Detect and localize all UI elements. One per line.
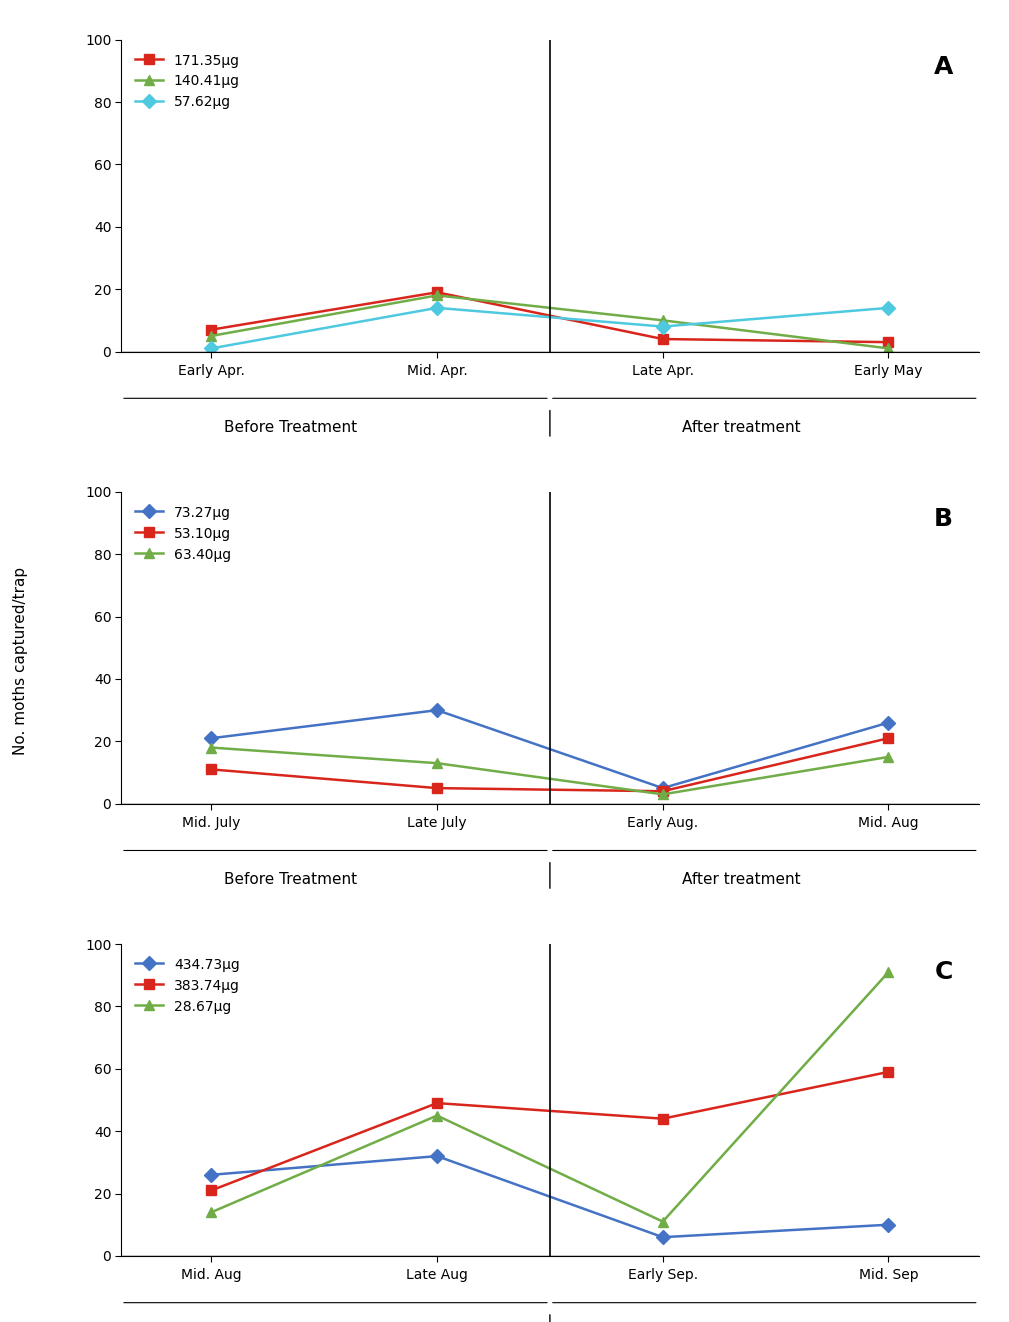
171.35μg [431,284,443,300]
73.27μg [431,702,443,718]
Line: 28.67μg: 28.67μg [207,968,893,1227]
57.62μg [883,300,895,316]
434.73μg [657,1229,669,1245]
53.10μg [431,780,443,796]
Line: 63.40μg: 63.40μg [207,743,893,800]
Legend: 171.35μg, 140.41μg, 57.62μg: 171.35μg, 140.41μg, 57.62μg [128,46,247,116]
63.40μg [431,755,443,771]
383.74μg [883,1064,895,1080]
Line: 171.35μg: 171.35μg [207,287,893,346]
63.40μg [657,787,669,802]
Line: 57.62μg: 57.62μg [207,303,893,353]
Line: 434.73μg: 434.73μg [207,1151,893,1243]
28.67μg [883,964,895,980]
57.62μg [431,300,443,316]
28.67μg [205,1204,217,1220]
Legend: 73.27μg, 53.10μg, 63.40μg: 73.27μg, 53.10μg, 63.40μg [128,498,238,568]
73.27μg [883,715,895,731]
140.41μg [205,328,217,344]
171.35μg [883,334,895,350]
Line: 383.74μg: 383.74μg [207,1067,893,1195]
28.67μg [657,1214,669,1229]
57.62μg [205,341,217,357]
Text: Before Treatment: Before Treatment [224,873,357,887]
Text: After treatment: After treatment [682,873,801,887]
Line: 53.10μg: 53.10μg [207,734,893,796]
53.10μg [205,761,217,777]
Text: After treatment: After treatment [682,420,801,435]
63.40μg [205,739,217,755]
53.10μg [883,730,895,746]
Text: B: B [934,508,952,531]
140.41μg [431,287,443,303]
140.41μg [657,312,669,328]
171.35μg [205,321,217,337]
383.74μg [657,1110,669,1126]
57.62μg [657,319,669,334]
Line: 140.41μg: 140.41μg [207,291,893,353]
383.74μg [205,1182,217,1198]
73.27μg [205,730,217,746]
140.41μg [883,341,895,357]
434.73μg [431,1149,443,1165]
383.74μg [431,1095,443,1110]
28.67μg [431,1108,443,1124]
Text: A: A [933,56,952,79]
53.10μg [657,784,669,800]
73.27μg [657,780,669,796]
Text: Before Treatment: Before Treatment [224,420,357,435]
Text: C: C [934,960,952,984]
171.35μg [657,330,669,346]
Text: No. moths captured/trap: No. moths captured/trap [13,567,27,755]
434.73μg [205,1167,217,1183]
Legend: 434.73μg, 383.74μg, 28.67μg: 434.73μg, 383.74μg, 28.67μg [128,951,246,1021]
434.73μg [883,1216,895,1232]
63.40μg [883,750,895,765]
Line: 73.27μg: 73.27μg [207,706,893,793]
